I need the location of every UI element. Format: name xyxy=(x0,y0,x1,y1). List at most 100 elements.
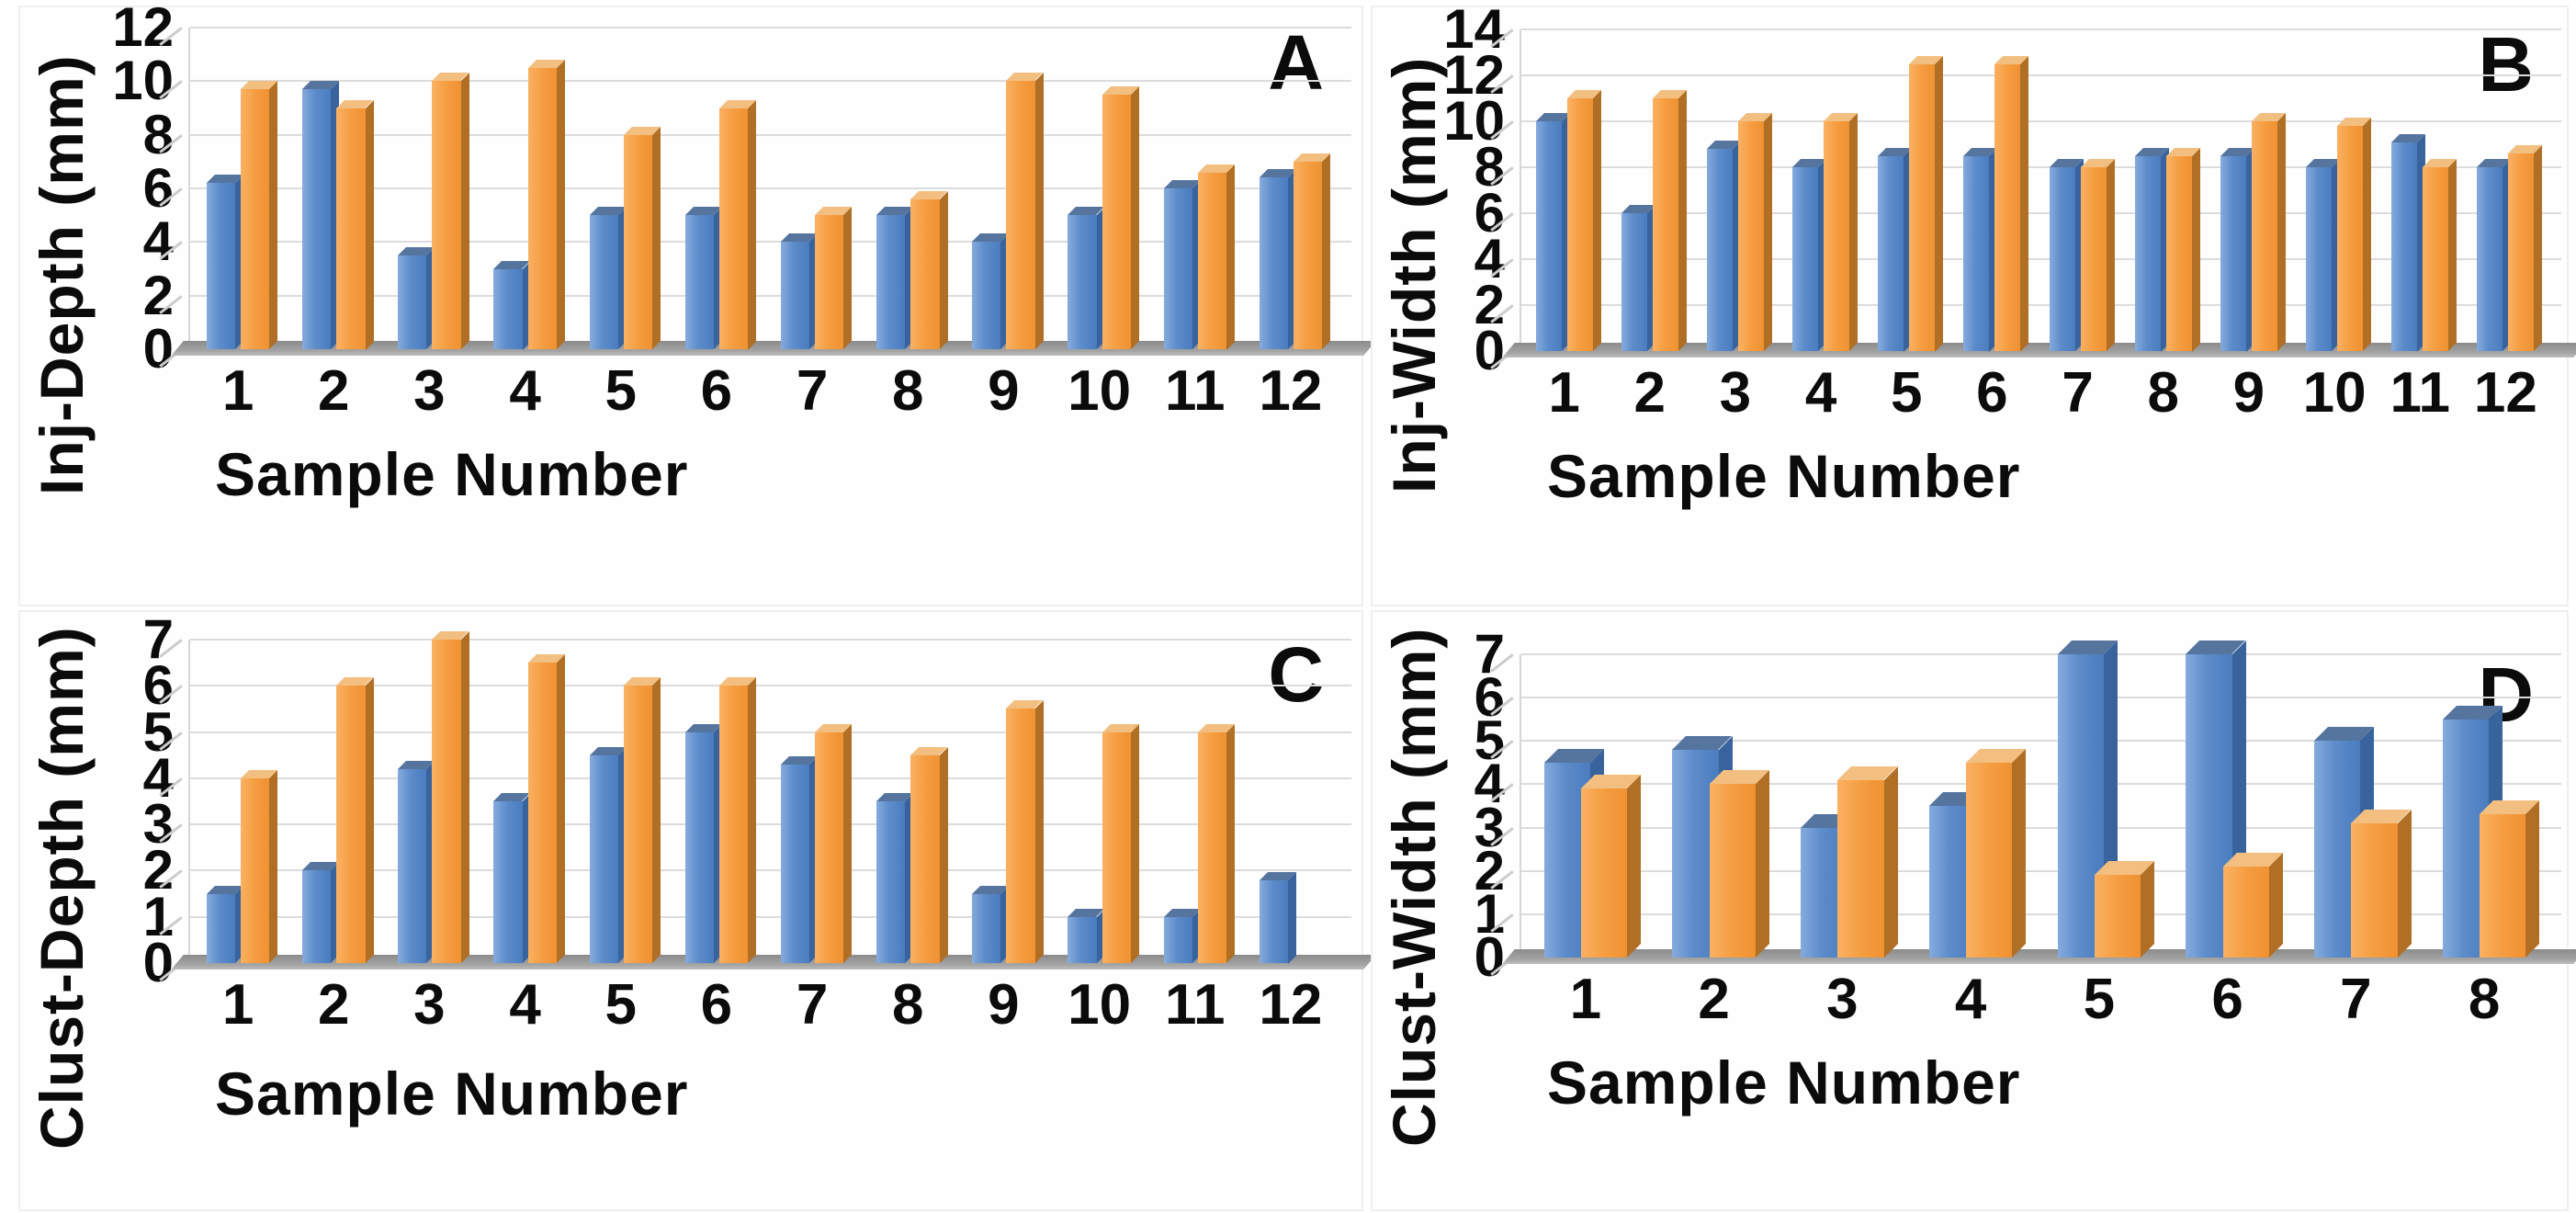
bar-side-face xyxy=(2277,113,2286,351)
gridline xyxy=(1521,913,2561,915)
x-tick-label: 8 xyxy=(892,973,924,1037)
x-tick-label: 4 xyxy=(509,359,541,423)
gridline xyxy=(190,80,1351,83)
bar-blue-sample-2 xyxy=(1621,205,1655,351)
bar-blue-sample-4 xyxy=(1792,159,1827,351)
bar-orange-sample-3 xyxy=(1737,113,1772,351)
x-tick-label: 4 xyxy=(509,973,541,1037)
y-tick-label: 14 xyxy=(1443,0,1505,60)
bar-orange-sample-5 xyxy=(1909,55,1944,351)
bar-face xyxy=(1566,98,1593,351)
bar-side-face xyxy=(1322,153,1331,349)
bar-face xyxy=(1709,784,1756,958)
bar-orange-sample-1 xyxy=(241,769,278,963)
y-tick-label: 3 xyxy=(1474,796,1505,858)
bar-side-face xyxy=(460,73,469,349)
bar-orange-sample-3 xyxy=(432,631,469,963)
bar-face xyxy=(302,89,332,349)
chart-panel-b: Inj-Width (mm) B 0 2 4 6 8 10 12 14 1 2 3 4 5 6 7 8 9 10 1… xyxy=(1371,2,2576,606)
x-tick-label: 12 xyxy=(2473,361,2537,425)
bar-side-face xyxy=(843,723,853,963)
bar-blue-sample-3 xyxy=(398,246,435,349)
bar-face xyxy=(302,870,332,963)
bar-face xyxy=(493,268,523,349)
bar-side-face xyxy=(2020,55,2029,351)
x-tick-label: 7 xyxy=(796,973,829,1037)
y-tick-label: 4 xyxy=(1474,228,1505,289)
gridline xyxy=(1521,258,2561,260)
x-tick-label: 3 xyxy=(413,359,446,423)
bar-orange-sample-8 xyxy=(2480,800,2540,958)
bar-side-face xyxy=(652,677,661,963)
x-tick-label: 8 xyxy=(2468,968,2501,1031)
bar-face xyxy=(432,81,461,349)
bar-side-face xyxy=(843,207,853,349)
bar-orange-sample-10 xyxy=(1102,723,1139,963)
x-tick-label: 11 xyxy=(2390,361,2451,425)
bar-face xyxy=(876,801,906,963)
gridline xyxy=(190,869,1351,872)
bar-side-face xyxy=(939,190,948,349)
bar-side-face xyxy=(365,99,374,349)
bar-face xyxy=(910,754,940,963)
x-tick-label: 11 xyxy=(1164,973,1226,1037)
y-tick-label: 0 xyxy=(142,932,174,993)
bar-face xyxy=(1535,121,1562,351)
bar-face xyxy=(493,801,523,963)
bar-side-face xyxy=(1849,113,1859,351)
bar-face xyxy=(1580,788,1628,958)
bar-orange-sample-6 xyxy=(1994,55,2029,351)
bar-blue-sample-8 xyxy=(876,207,914,349)
bar-orange-sample-9 xyxy=(1006,73,1044,349)
bar-orange-sample-12 xyxy=(1293,153,1331,349)
bar-face xyxy=(1966,762,2013,958)
x-tick-label: 1 xyxy=(221,973,254,1037)
bar-side-face xyxy=(1883,765,1898,958)
bar-face xyxy=(527,67,557,349)
y-axis-line xyxy=(188,28,190,351)
gridline xyxy=(190,187,1351,189)
y-tick-label: 6 xyxy=(1474,182,1505,244)
bar-orange-sample-9 xyxy=(2251,113,2286,351)
gridline xyxy=(190,777,1351,779)
bar-side-face xyxy=(1755,770,1769,958)
x-tick-label: 2 xyxy=(1633,361,1666,425)
bar-face xyxy=(1259,879,1288,963)
y-tick-label: 10 xyxy=(112,50,174,112)
bar-side-face xyxy=(556,654,565,963)
gridline xyxy=(1521,120,2561,122)
x-tick-label: 2 xyxy=(318,973,350,1037)
bar-orange-sample-4 xyxy=(527,654,565,963)
bar-face xyxy=(1197,172,1226,349)
bar-face xyxy=(1197,731,1226,963)
bar-face xyxy=(1878,155,1904,351)
bar-face xyxy=(1824,121,1850,351)
x-tick-label: 7 xyxy=(2062,361,2094,425)
x-tick-label: 7 xyxy=(2340,968,2372,1031)
bar-orange-sample-3 xyxy=(1837,765,1898,958)
y-tick-label: 12 xyxy=(1443,44,1505,106)
bar-face xyxy=(780,764,810,963)
bar-blue-sample-11 xyxy=(1163,908,1201,963)
x-tick-label: 1 xyxy=(221,359,254,423)
bar-face xyxy=(1163,188,1192,349)
bar-blue-sample-11 xyxy=(2391,133,2426,351)
y-tick-label: 6 xyxy=(142,157,174,219)
x-tick-label: 6 xyxy=(700,359,733,423)
bar-face xyxy=(2220,155,2246,351)
x-tick-label: 3 xyxy=(413,973,446,1037)
bar-side-face xyxy=(1034,73,1044,349)
bar-orange-sample-5 xyxy=(2094,861,2155,958)
bar-face xyxy=(815,731,844,963)
bar-blue-sample-8 xyxy=(876,793,914,963)
y-tick-label: 1 xyxy=(142,885,174,947)
bar-orange-sample-11 xyxy=(1197,723,1235,963)
chart-floor-3d xyxy=(1502,949,2576,964)
bar-orange-sample-10 xyxy=(2337,118,2372,351)
gridline xyxy=(1521,166,2561,168)
bar-orange-sample-1 xyxy=(1566,90,1601,351)
bar-side-face xyxy=(2106,159,2115,351)
x-tick-label: 7 xyxy=(796,359,829,423)
chart-panel-c: Clust-Depth (mm) C 0 1 2 3 4 5 6 7 1 2 3 4 5 6 7 8 9 10 11… xyxy=(18,610,1376,1211)
bar-blue-sample-5 xyxy=(589,207,627,349)
